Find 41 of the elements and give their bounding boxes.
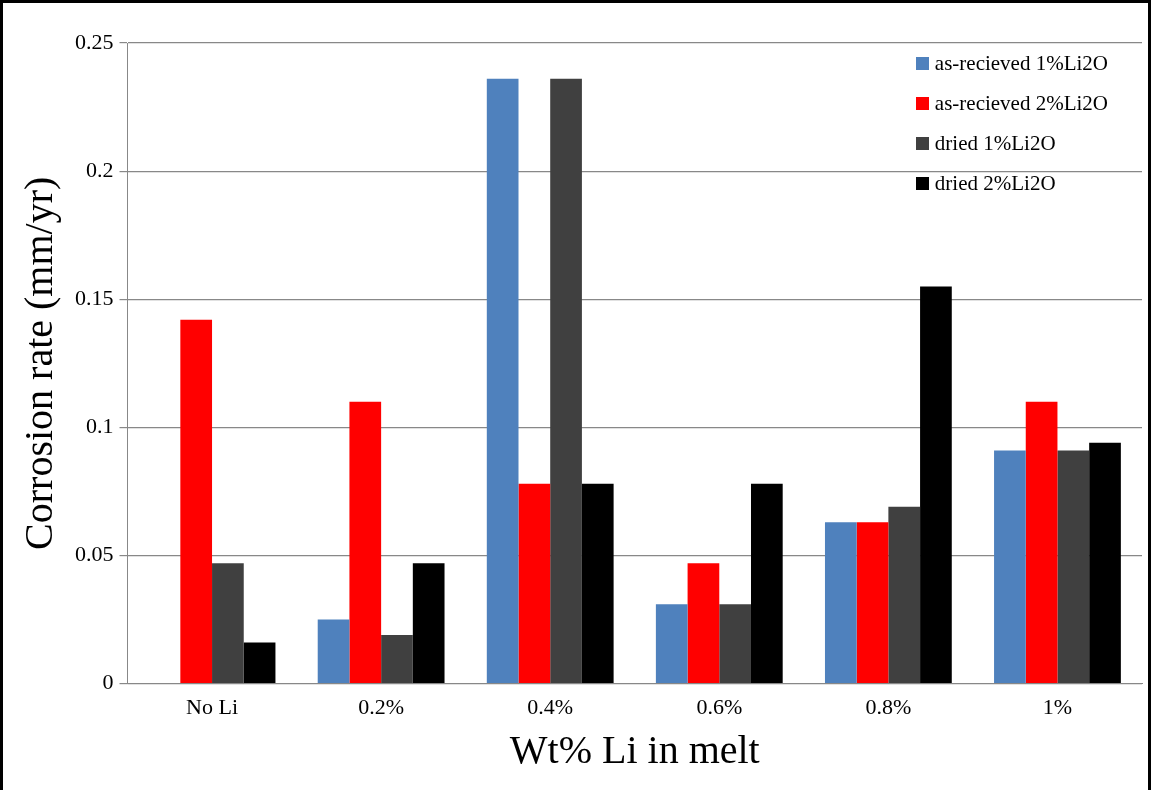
- y-tick-label: 0: [102, 669, 114, 695]
- x-tick-label: 0.8%: [865, 693, 912, 719]
- bar: [1089, 442, 1121, 683]
- x-tick-label: 1%: [1042, 693, 1073, 719]
- x-tick-label: No Li: [186, 693, 239, 719]
- x-axis-title: Wt% Li in melt: [509, 726, 760, 772]
- legend-label: as-recieved 1%Li2O: [934, 50, 1108, 77]
- y-tick-label: 0.25: [75, 28, 114, 54]
- bar: [719, 604, 751, 683]
- bar: [381, 634, 413, 683]
- bar: [888, 506, 921, 683]
- bar: [212, 563, 244, 683]
- bar: [243, 642, 276, 683]
- x-tick-label: 0.2%: [358, 693, 405, 719]
- bar: [412, 563, 445, 683]
- bar: [1057, 450, 1090, 683]
- bar: [856, 522, 889, 683]
- y-tick-label: 0.2: [86, 156, 114, 182]
- y-axis-title: Corrosion rate (mm/yr): [15, 176, 61, 550]
- bar: [349, 401, 382, 683]
- y-tick-label: 0.15: [75, 285, 114, 311]
- bar: [581, 483, 614, 683]
- bar: [180, 319, 213, 683]
- bar: [1025, 401, 1058, 683]
- bar: [518, 483, 551, 683]
- bar: [751, 483, 783, 683]
- x-tick-label: 0.6%: [696, 693, 743, 719]
- bar: [550, 78, 582, 683]
- y-tick-label: 0.05: [75, 541, 114, 567]
- bar: [920, 286, 952, 683]
- bar: [317, 619, 350, 683]
- legend-label: as-recieved 2%Li2O: [934, 90, 1108, 117]
- x-tick-label: 0.4%: [527, 693, 574, 719]
- legend-label: dried 1%Li2O: [934, 130, 1056, 157]
- bar: [486, 78, 519, 683]
- legend-label: dried 2%Li2O: [934, 170, 1056, 197]
- bar: [824, 522, 857, 683]
- bar: [655, 604, 688, 683]
- y-tick-label: 0.1: [86, 413, 114, 439]
- bar: [687, 563, 720, 683]
- bar: [994, 450, 1026, 683]
